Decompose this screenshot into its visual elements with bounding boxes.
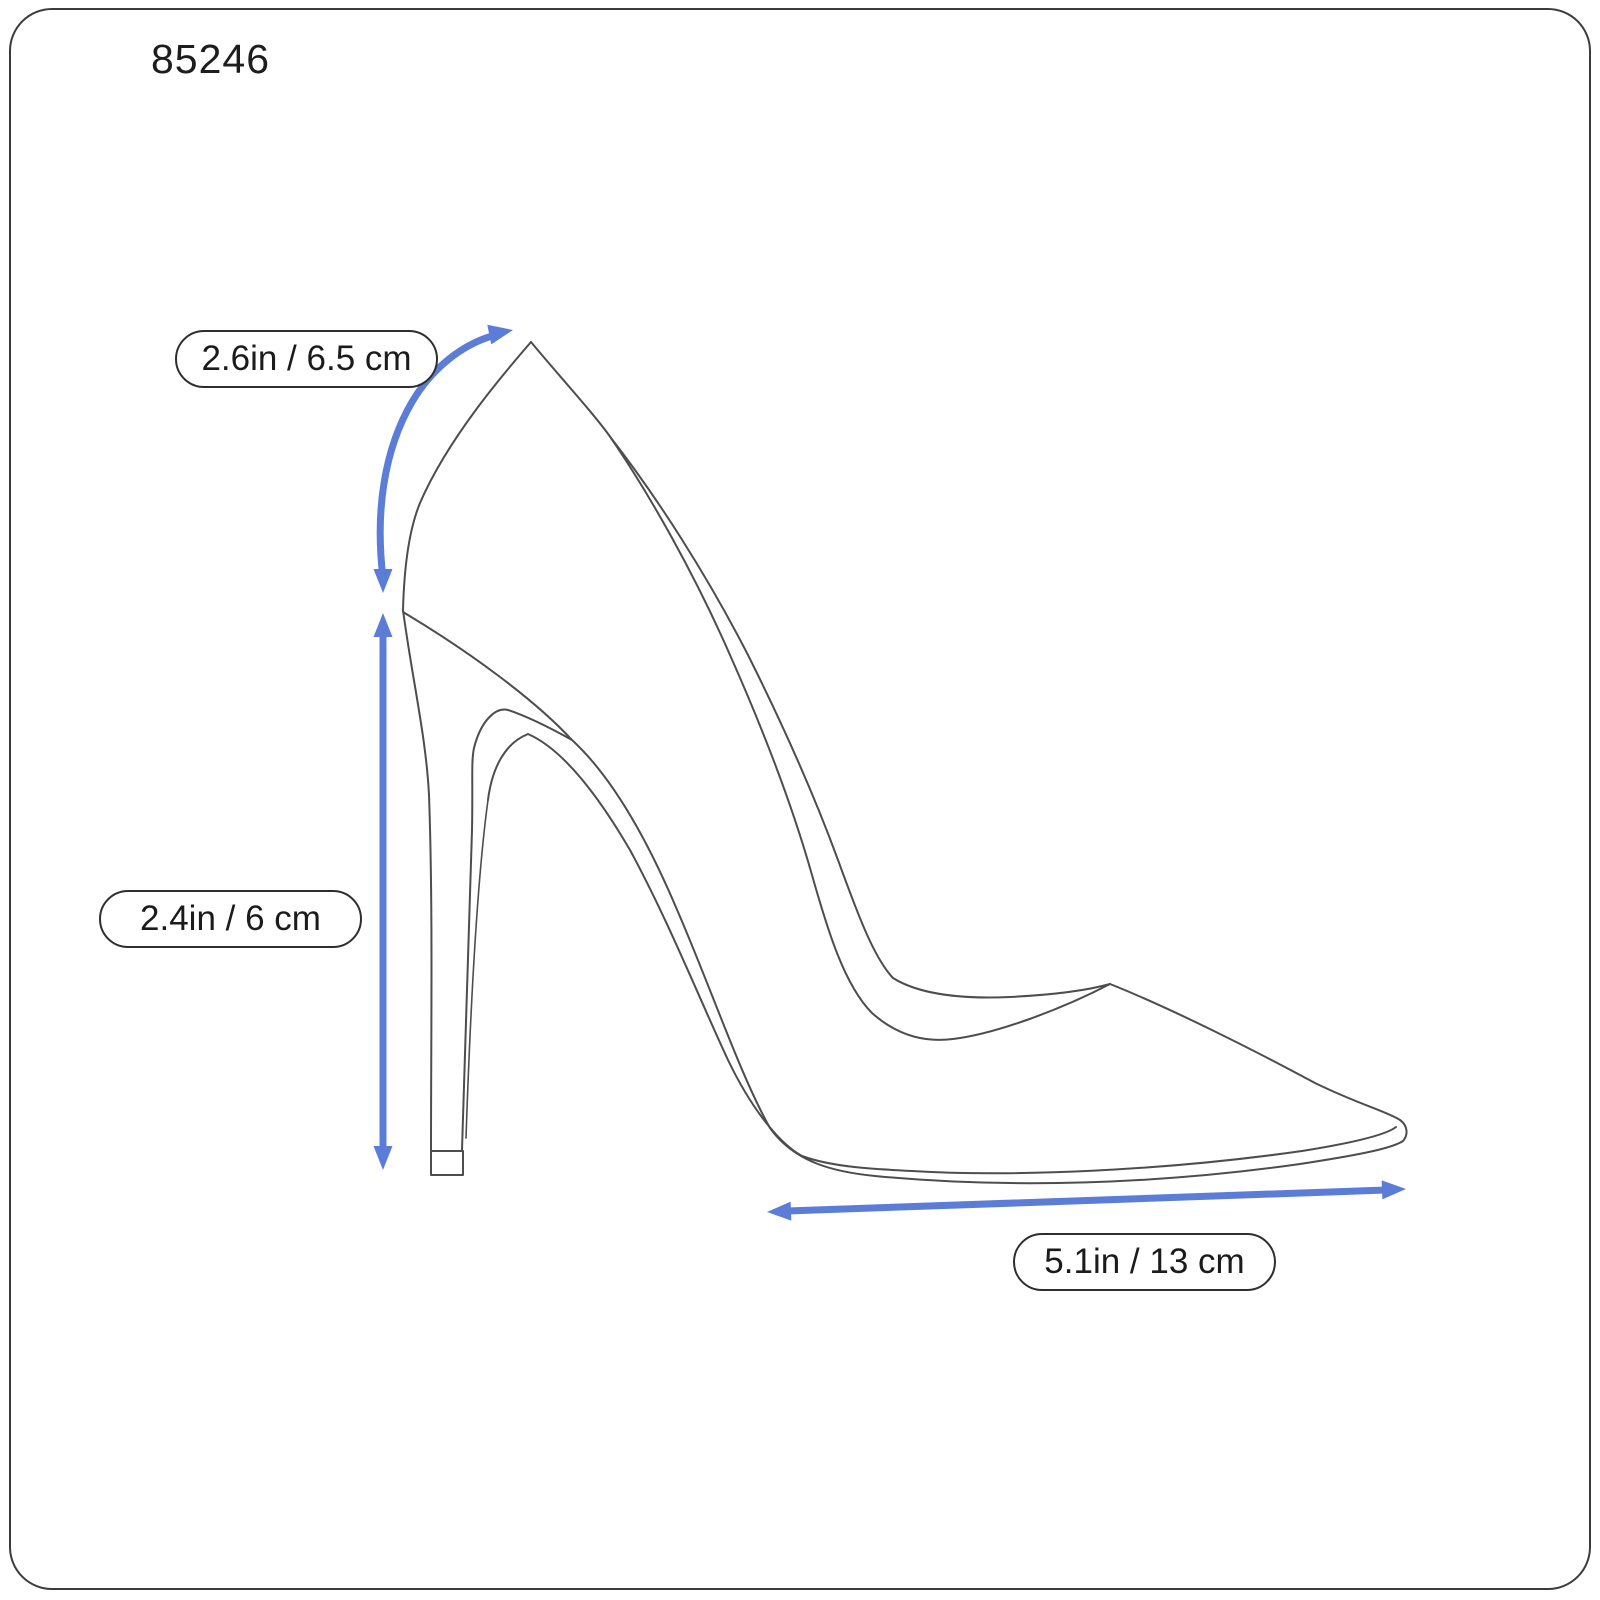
- vamp-line: [1109, 983, 1401, 1121]
- heel-back-edge: [402, 341, 532, 1151]
- heel-height-arrow: [373, 613, 393, 1170]
- sole-length-arrow: [767, 1180, 1406, 1221]
- heel-tip: [430, 1150, 464, 1176]
- heel-front-edge: [461, 747, 475, 1151]
- sole-length-measurement-value: 5.1in / 13 cm: [1044, 1242, 1245, 1281]
- sole-length-measurement-label: 5.1in / 13 cm: [1013, 1233, 1276, 1291]
- topline-outer: [530, 341, 1111, 999]
- shoe-outline: [402, 341, 1408, 1185]
- heel-height-measurement-value: 2.4in / 6 cm: [140, 899, 321, 938]
- product-code: 85246: [151, 36, 271, 82]
- heel-counter-measurement-label: 2.6in / 6.5 cm: [175, 330, 438, 388]
- measurement-arrows: [373, 324, 1406, 1221]
- heel-inner-line: [465, 799, 489, 1139]
- heel-counter-measurement-value: 2.6in / 6.5 cm: [201, 339, 412, 378]
- sole-top-edge: [487, 733, 1397, 1175]
- heel-counter-arrow: [373, 324, 513, 593]
- heel-height-measurement-label: 2.4in / 6 cm: [99, 890, 362, 948]
- topline-inner: [610, 437, 1111, 1041]
- heel-seat-line: [402, 611, 573, 741]
- frame-border: [9, 8, 1591, 1590]
- sole-bottom-edge: [473, 708, 1408, 1185]
